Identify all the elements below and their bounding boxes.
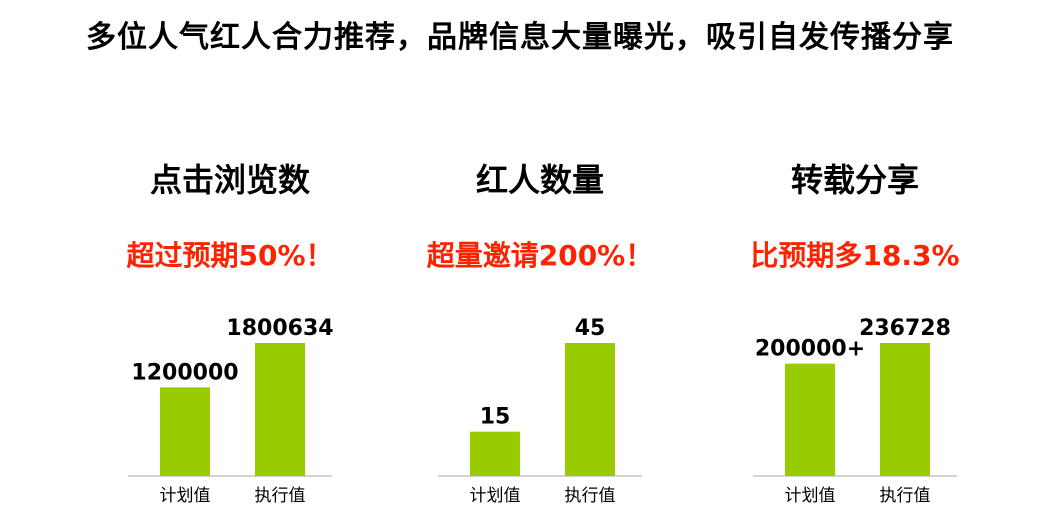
- chart-note: 超过预期50%！: [126, 239, 334, 272]
- bar-chart-shares: 200000+ 计划值 236728 执行值: [753, 316, 957, 506]
- category-label: 执行值: [880, 486, 931, 506]
- bar-chart-influencers: 15 计划值 45 执行值: [438, 316, 642, 506]
- category-label: 执行值: [255, 486, 306, 506]
- chart-panel-views: 点击浏览数 超过预期50%！ 1200000 计划值 1800634 执行值: [100, 0, 360, 524]
- data-label: 236728: [859, 316, 951, 341]
- bar: [255, 343, 305, 476]
- bar: [160, 387, 210, 476]
- data-label: 1200000: [131, 360, 238, 385]
- chart-title: 点击浏览数: [149, 161, 310, 199]
- category-label: 计划值: [470, 486, 521, 506]
- category-label: 计划值: [785, 486, 836, 506]
- data-label: 1800634: [226, 316, 333, 341]
- chart-note: 超量邀请200%！: [426, 239, 654, 272]
- category-label: 计划值: [160, 486, 211, 506]
- chart-note: 比预期多18.3%: [750, 239, 960, 272]
- chart-title: 红人数量: [475, 161, 604, 199]
- data-label: 200000+: [755, 337, 865, 362]
- chart-panel-shares: 转载分享 比预期多18.3% 200000+ 计划值 236728 执行值: [725, 0, 985, 524]
- page-headline: 多位人气红人合力推荐，品牌信息大量曝光，吸引自发传播分享: [86, 20, 954, 55]
- bar: [565, 343, 615, 476]
- data-label: 45: [575, 316, 606, 341]
- category-label: 执行值: [565, 486, 616, 506]
- data-label: 15: [480, 405, 511, 430]
- bar: [880, 343, 930, 476]
- chart-title: 转载分享: [790, 161, 919, 199]
- bar: [785, 363, 835, 476]
- bar-chart-views: 1200000 计划值 1800634 执行值: [128, 316, 334, 506]
- chart-panel-influencers: 红人数量 超量邀请200%！ 15 计划值 45 执行值: [410, 0, 670, 524]
- bar: [470, 431, 520, 476]
